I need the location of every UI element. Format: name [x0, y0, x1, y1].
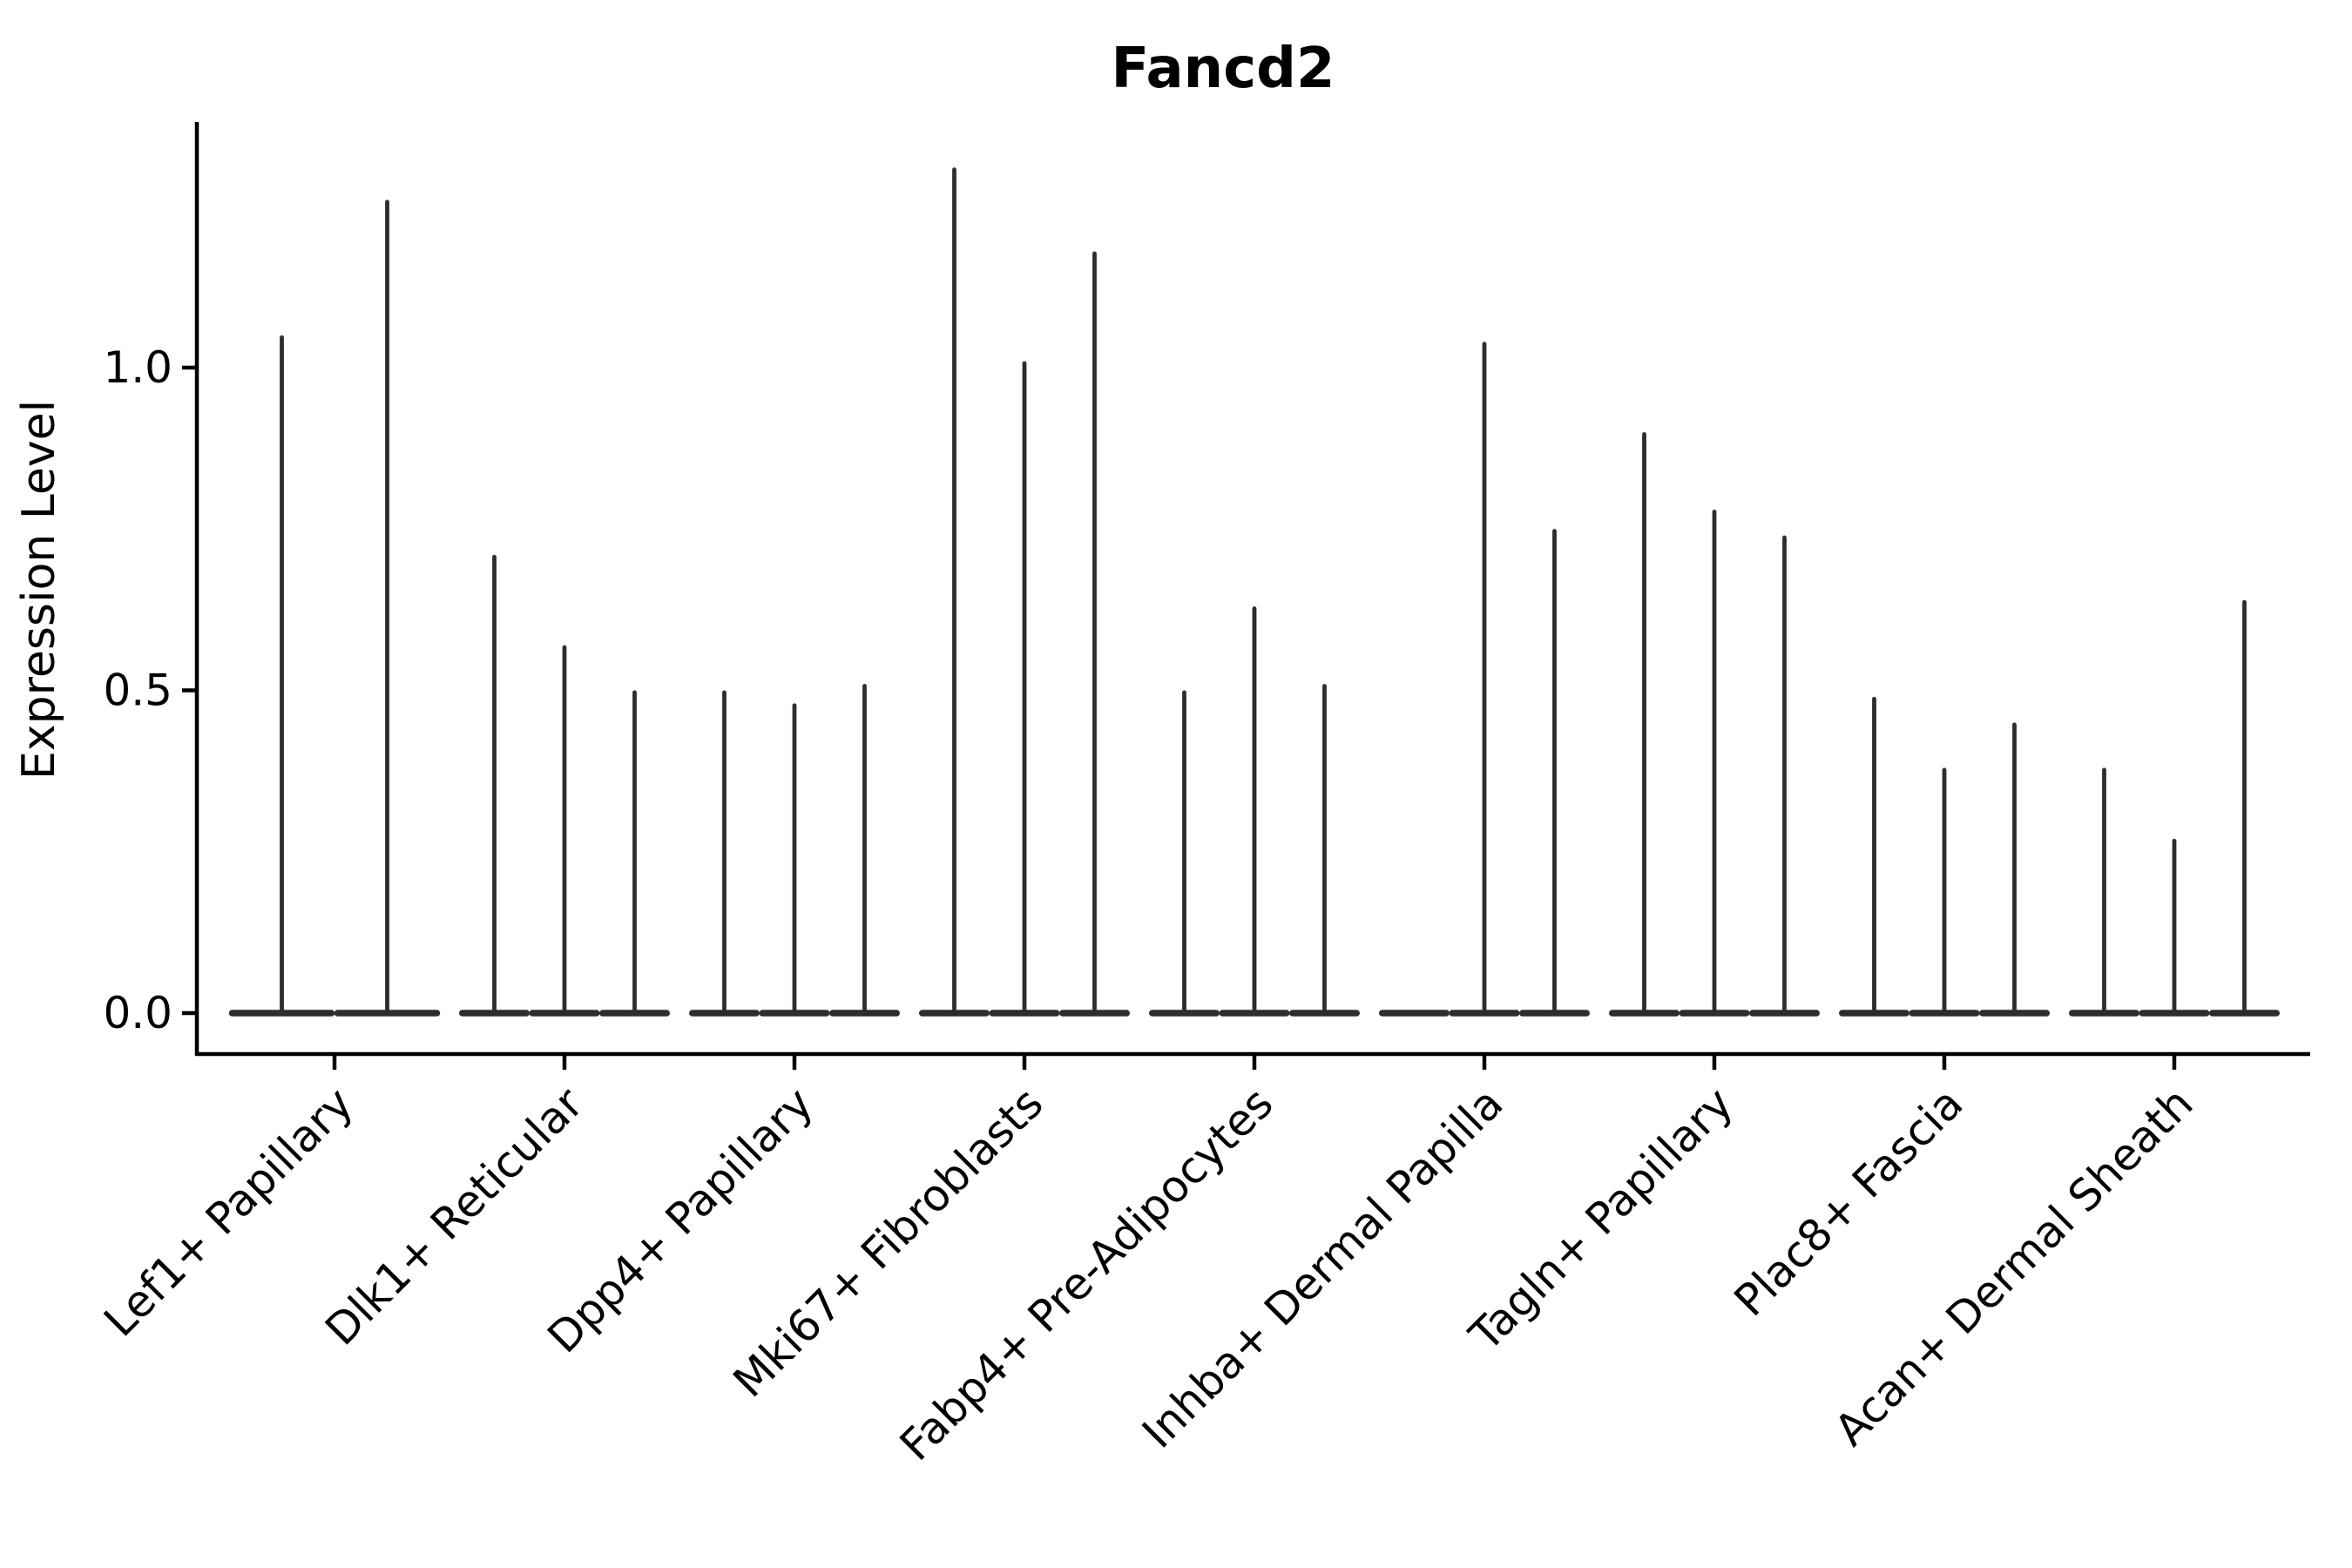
x-tick-label: Lef1+ Papillary — [94, 1078, 362, 1346]
chart-title: Fancd2 — [1112, 37, 1335, 101]
violin-spike — [1552, 529, 1557, 1016]
violin-spike — [562, 645, 567, 1016]
violin-base — [1379, 1010, 1450, 1017]
x-tick-label: Plac8+ Fascia — [1725, 1078, 1973, 1326]
violin-spike — [632, 690, 637, 1016]
violin-spike — [1942, 767, 1947, 1016]
violin-spike — [2242, 599, 2247, 1016]
violin-spike — [492, 554, 497, 1016]
y-tick-label: 0.0 — [103, 988, 172, 1038]
violin-spike — [1712, 510, 1717, 1016]
violin-spike — [1022, 361, 1027, 1017]
violin-spike — [952, 167, 956, 1017]
violin-spike — [1782, 535, 1787, 1016]
violin-spike — [1092, 251, 1097, 1016]
axes-layer — [182, 122, 2310, 1070]
violin-spike — [722, 690, 727, 1016]
violin-spike — [862, 684, 867, 1016]
violin-spike — [280, 335, 284, 1016]
violin-spike — [1872, 696, 1876, 1016]
y-tick-label: 0.5 — [103, 666, 172, 716]
y-axis-label: Expression Level — [13, 400, 65, 780]
violin-spike — [792, 703, 797, 1016]
violin-spike — [1482, 341, 1487, 1016]
violin-spike — [1322, 684, 1327, 1016]
violin-spike — [2012, 722, 2017, 1016]
violins-layer — [228, 167, 2280, 1017]
violin-spike — [1182, 690, 1186, 1016]
y-tick-label: 1.0 — [103, 342, 172, 393]
x-tick-label: Fabp4+ Pre-Adipocytes — [890, 1078, 1283, 1470]
violin-spike — [385, 199, 389, 1017]
violin-spike — [1642, 432, 1646, 1017]
violin-spike — [2172, 838, 2177, 1016]
violin-spike — [2102, 767, 2106, 1016]
violin-spike — [1252, 606, 1257, 1016]
